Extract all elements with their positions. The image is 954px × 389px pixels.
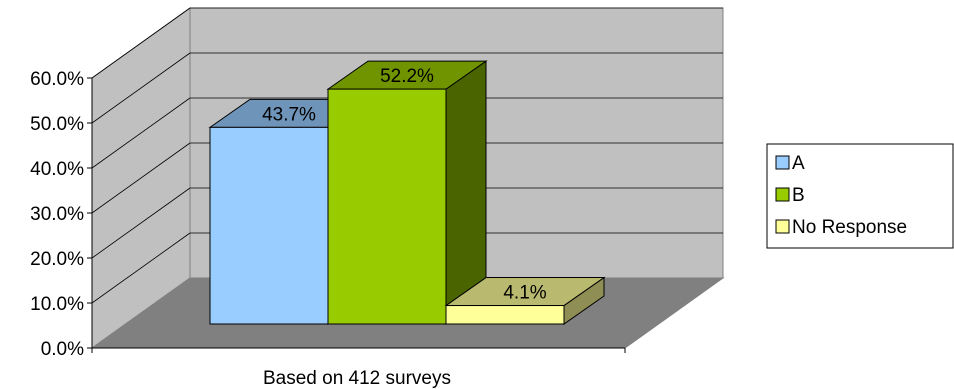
data-label: 52.2% [380,66,434,87]
legend: AB No Response [766,143,954,249]
gridline-side [91,187,191,259]
legend-label: No Response [792,217,907,238]
legend-label: A [792,153,805,174]
y-tick-label: 10.0% [30,294,84,315]
y-tick-labels: 0.0% 10.0% 20.0% 30.0% 40.0% 50.0% 60.0% [30,69,92,360]
legend-box [766,143,954,249]
gridline-side [91,232,191,304]
legend-swatch [775,155,790,170]
y-tick-label: 30.0% [30,204,84,225]
bar-b: 52.2% [326,60,488,325]
gridline-side [91,52,191,124]
gridline-side [91,142,191,214]
gridline-side [91,7,191,79]
y-tick-label: 0.0% [41,339,84,360]
y-tick-label: 40.0% [30,159,84,180]
legend-label: B [792,185,805,206]
data-label: 43.7% [262,104,316,125]
x-axis: Based on 412 surveys [91,347,626,389]
legend-swatch [775,187,790,202]
gridline-side [91,97,191,169]
bar-front-face [445,305,565,325]
bar-no-response: 4.1% [444,276,606,325]
y-tick-label: 20.0% [30,249,84,270]
y-tick-label: 50.0% [30,114,84,135]
bars: 43.7% 52.2% 4.1% [208,60,606,325]
bar-front-face [327,88,447,325]
bar-front-face [209,126,329,325]
legend-swatch [775,219,790,234]
data-label: 4.1% [503,283,546,304]
x-axis-label: Based on 412 surveys [263,368,451,389]
y-tick-label: 60.0% [30,69,84,90]
